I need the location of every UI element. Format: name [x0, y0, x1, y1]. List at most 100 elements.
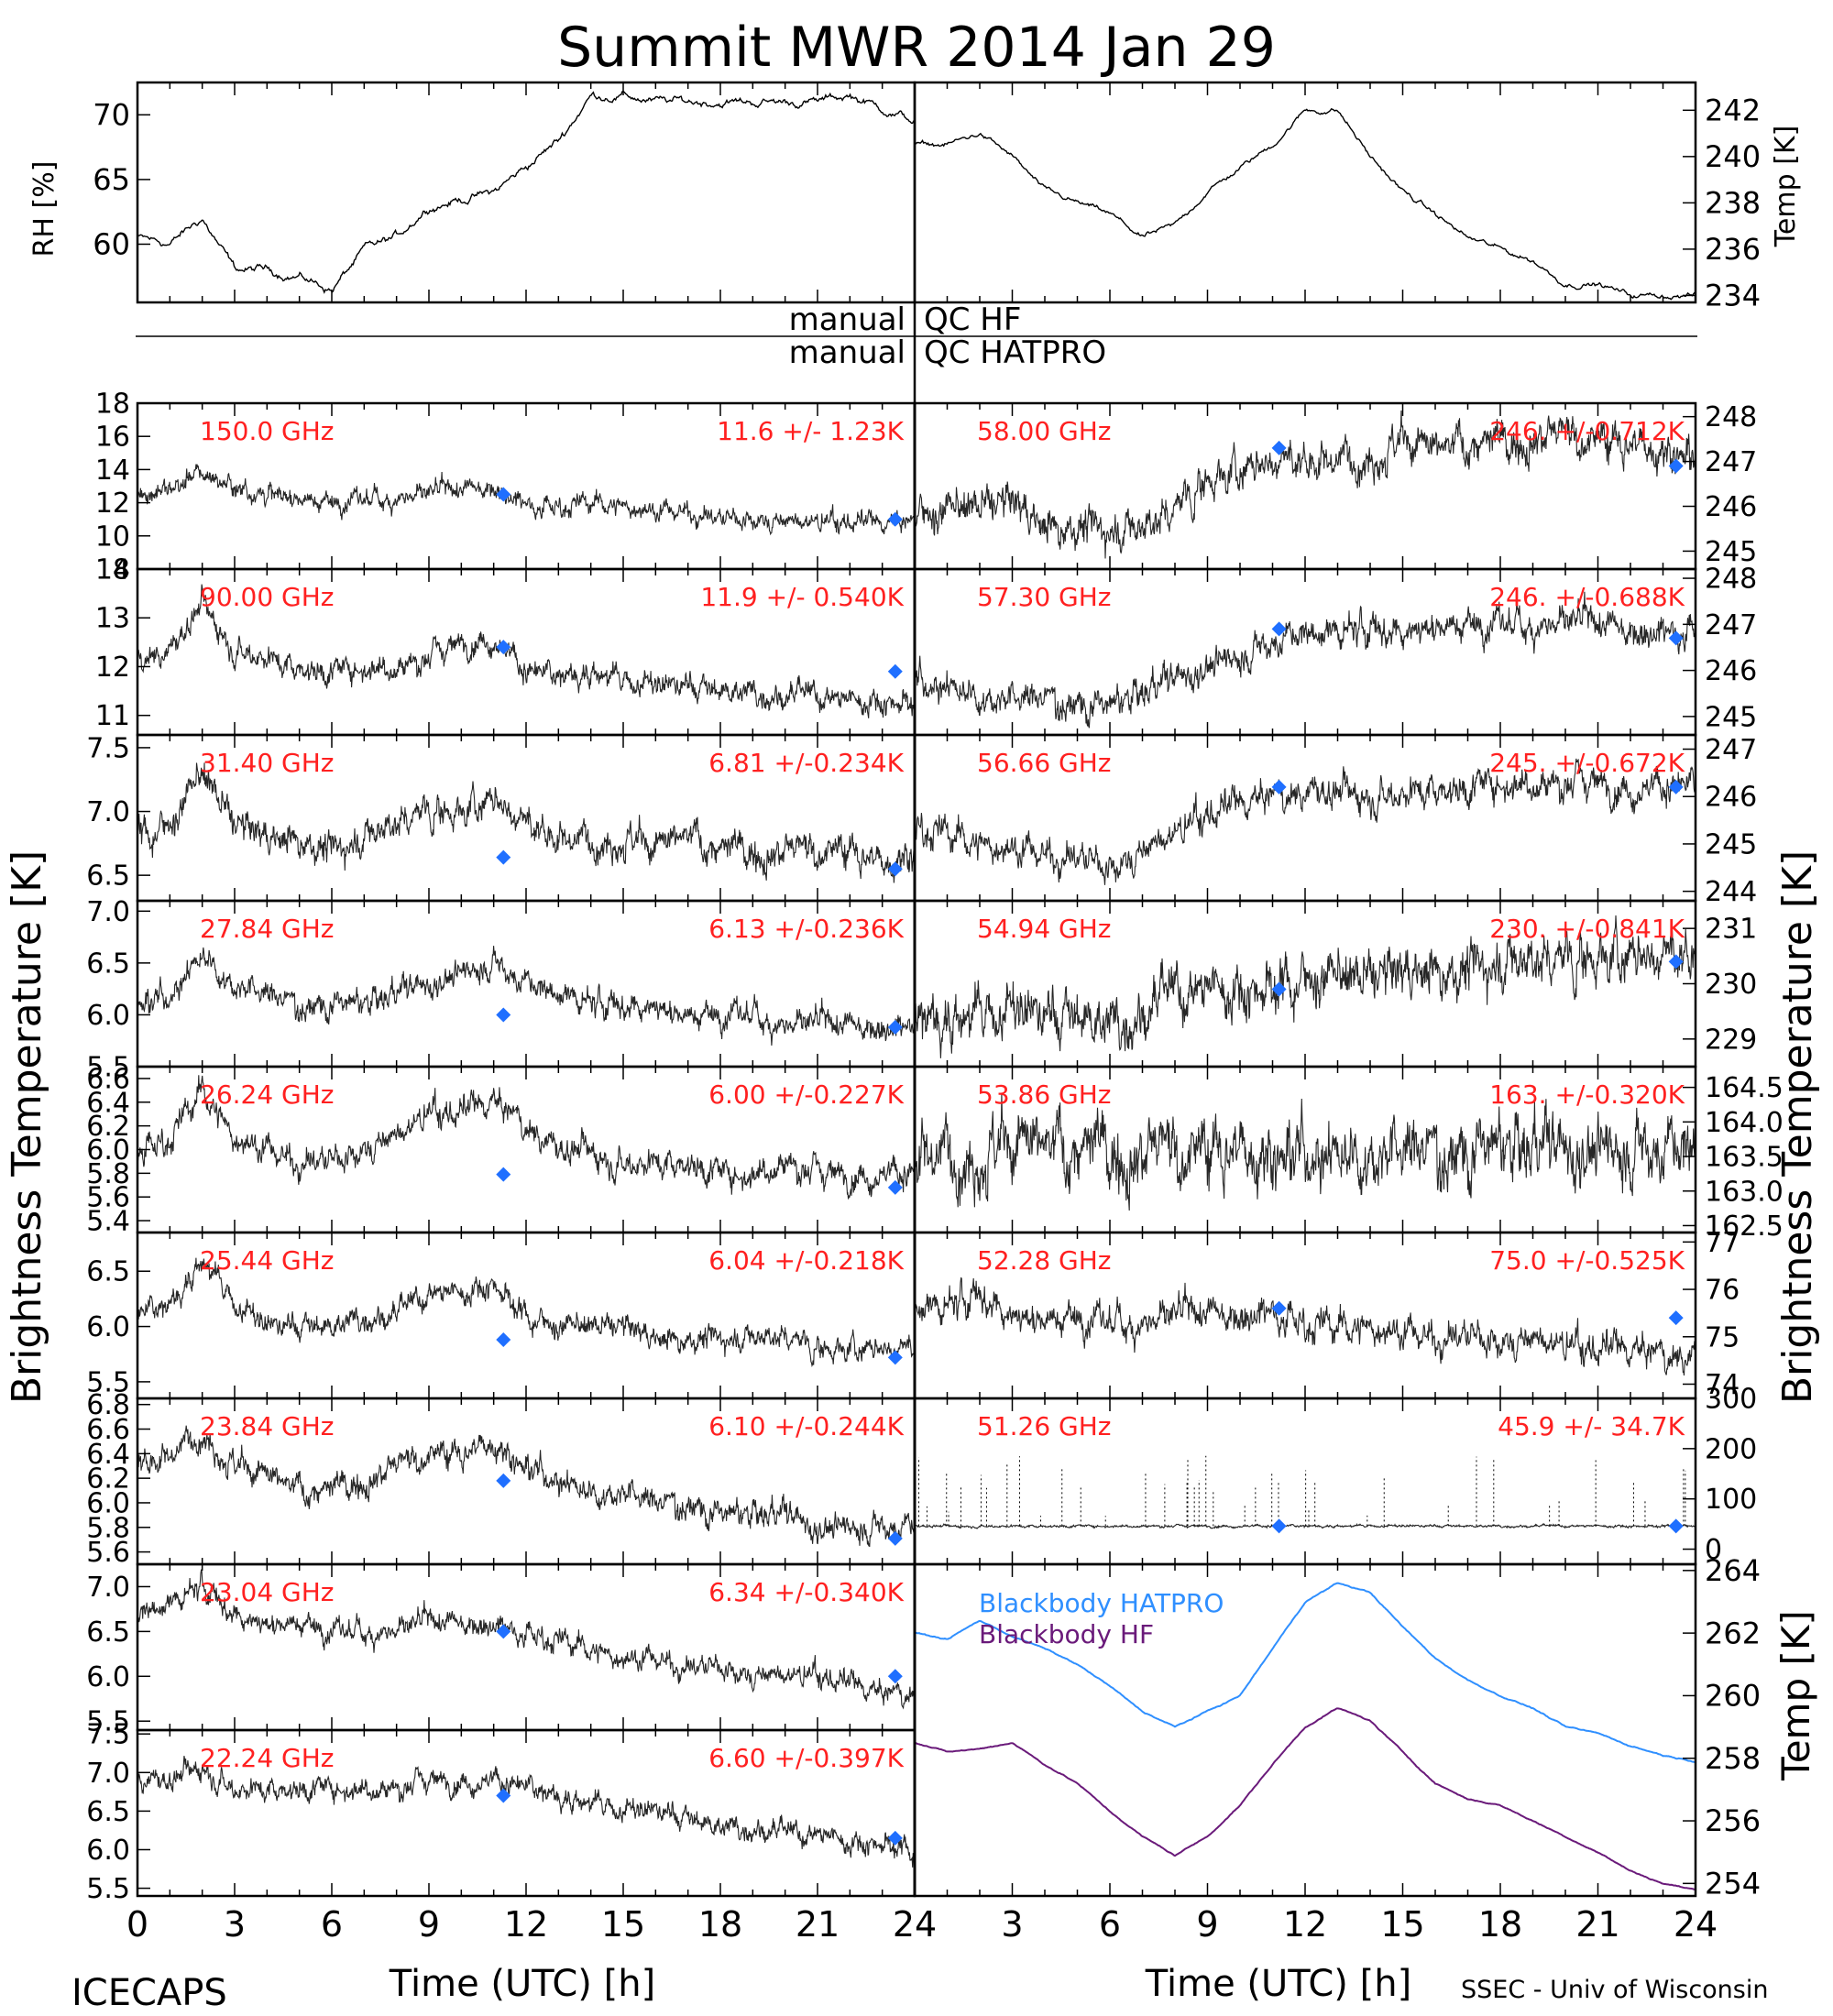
y-tick-label: 248 — [1705, 564, 1757, 596]
y-tick-label: 5.8 — [86, 1512, 130, 1544]
y-tick-label: 6.4 — [86, 1439, 130, 1471]
brightness-trace — [914, 1092, 1696, 1211]
y-tick-label: 100 — [1705, 1484, 1757, 1516]
y-tick-label: 5.5 — [86, 1706, 130, 1738]
y-tick-label: 11 — [95, 700, 130, 732]
sounding-point — [496, 849, 511, 865]
frequency-label: 23.84 GHz — [200, 1411, 335, 1441]
brightness-trace — [914, 410, 1696, 559]
y-tick-label: 245 — [1705, 536, 1757, 568]
y-tick-label: 6.8 — [86, 1389, 130, 1421]
qc-hatpro-left: manual — [789, 334, 906, 371]
frequency-label: 90.00 GHz — [200, 582, 335, 612]
sounding-point — [496, 1473, 511, 1488]
frequency-label: 22.24 GHz — [200, 1743, 335, 1773]
legend-hf: Blackbody HF — [979, 1619, 1154, 1649]
y-tick-label: 65 — [93, 162, 130, 197]
y-tick-label: 231 — [1705, 914, 1757, 946]
y-tick-label: 6.0 — [86, 1661, 130, 1693]
frequency-label: 23.04 GHz — [200, 1577, 335, 1607]
sounding-point — [496, 1167, 511, 1182]
x-tick-label: 3 — [1001, 1904, 1023, 1945]
y-tick-label: 256 — [1705, 1803, 1761, 1838]
sounding-point — [1271, 779, 1287, 794]
qc-hf-right: QC HF — [924, 301, 1021, 338]
x-tick-label: 12 — [504, 1904, 548, 1945]
y-tick-label: 248 — [1705, 401, 1757, 433]
y-tick-label: 244 — [1705, 876, 1757, 908]
y-tick-label: 6.6 — [86, 1063, 130, 1095]
panel-ch5800: 58.00 GHz 246. +/-0.712K 245 246 247 248 — [914, 401, 1757, 569]
x-tick-label: 21 — [796, 1904, 840, 1945]
temp-bottom-axis-title: Temp [K] — [1773, 1610, 1818, 1781]
frequency-label: 58.00 GHz — [977, 416, 1112, 446]
brightness-trace — [914, 758, 1696, 885]
y-tick-label: 7.0 — [86, 896, 130, 928]
x-tick-label: 9 — [1196, 1904, 1218, 1945]
sounding-point — [887, 1179, 903, 1195]
stats-label: 6.13 +/-0.236K — [708, 914, 904, 944]
panel-ch90: 90.00 GHz 11.9 +/- 0.540K 11 12 13 14 — [95, 554, 916, 735]
y-tick-label: 70 — [93, 97, 130, 132]
stats-label: 6.34 +/-0.340K — [708, 1577, 904, 1607]
frequency-label: 26.24 GHz — [200, 1079, 335, 1110]
panel-ch5228: 52.28 GHz 75.0 +/-0.525K 74 75 76 77 — [914, 1227, 1740, 1401]
sounding-point — [1271, 1518, 1287, 1534]
temp-top-axis-title: Temp [K] — [1770, 126, 1802, 248]
y-tick-label: 238 — [1705, 186, 1761, 221]
y-tick-label: 5.5 — [86, 1366, 130, 1398]
stats-label: 6.81 +/-0.234K — [708, 748, 904, 778]
panel-ch5126: 51.26 GHz 45.9 +/- 34.7K 0 100 200 300 — [914, 1384, 1757, 1566]
temp-panel: 234 236 238 240 242 — [914, 82, 1761, 313]
y-tick-label: 234 — [1705, 279, 1761, 313]
stats-label: 246. +/-0.712K — [1489, 416, 1685, 446]
x-axis-label-left: Time (UTC) [h] — [389, 1963, 655, 2005]
y-tick-label: 0 — [1705, 1534, 1722, 1566]
x-tick-label: 12 — [1283, 1904, 1327, 1945]
y-tick-label: 264 — [1705, 1553, 1761, 1588]
y-tick-label: 6.0 — [86, 1835, 130, 1867]
sounding-point — [887, 1669, 903, 1684]
sounding-point — [1668, 1310, 1684, 1326]
sounding-point — [496, 1788, 511, 1803]
panel-ch2544: 25.44 GHz 6.04 +/-0.218K 5.5 6.0 6.5 — [86, 1233, 916, 1398]
footer-right-credit: SSEC - Univ of Wisconsin — [1461, 1976, 1768, 2004]
y-tick-label: 6.4 — [86, 1087, 130, 1119]
sounding-point — [887, 861, 903, 877]
panel-ch2784: 27.84 GHz 6.13 +/-0.236K 5.5 6.0 6.5 7.0 — [86, 896, 916, 1084]
legend-hatpro: Blackbody HATPRO — [979, 1588, 1224, 1618]
y-tick-label: 200 — [1705, 1433, 1757, 1465]
sounding-point — [1668, 1518, 1684, 1534]
x-tick-label: 6 — [321, 1904, 343, 1945]
y-tick-label: 6.2 — [86, 1463, 130, 1496]
temp-frame — [913, 81, 1697, 304]
y-tick-label: 300 — [1705, 1384, 1757, 1416]
frequency-label: 27.84 GHz — [200, 914, 335, 944]
frequency-label: 53.86 GHz — [977, 1079, 1112, 1110]
y-tick-label: 5.4 — [86, 1206, 130, 1238]
brightness-trace — [137, 762, 916, 883]
brightness-trace — [137, 1257, 916, 1368]
y-tick-label: 6.0 — [86, 1487, 130, 1519]
y-tick-label: 246 — [1705, 655, 1757, 687]
y-tick-label: 13 — [95, 603, 130, 635]
x-tick-label: 15 — [601, 1904, 645, 1945]
frequency-label: 31.40 GHz — [200, 748, 335, 778]
brightness-trace — [914, 591, 1696, 729]
y-tick-label: 240 — [1705, 139, 1761, 174]
sounding-point — [1271, 440, 1287, 455]
sounding-point — [887, 1530, 903, 1546]
y-tick-label: 7.0 — [86, 1758, 130, 1790]
y-tick-label: 7.5 — [86, 1719, 130, 1751]
y-tick-label: 74 — [1705, 1369, 1740, 1401]
y-tick-label: 6.5 — [86, 1616, 130, 1649]
sounding-point — [496, 640, 511, 655]
sounding-point — [1668, 954, 1684, 970]
y-tick-label: 5.8 — [86, 1158, 130, 1190]
y-tick-label: 7.0 — [86, 1572, 130, 1604]
x-tick-label: 24 — [1674, 1904, 1718, 1945]
left-axis-title: Brightness Temperature [K] — [4, 850, 50, 1404]
y-tick-label: 245 — [1705, 701, 1757, 733]
x-tick-label: 9 — [418, 1904, 440, 1945]
